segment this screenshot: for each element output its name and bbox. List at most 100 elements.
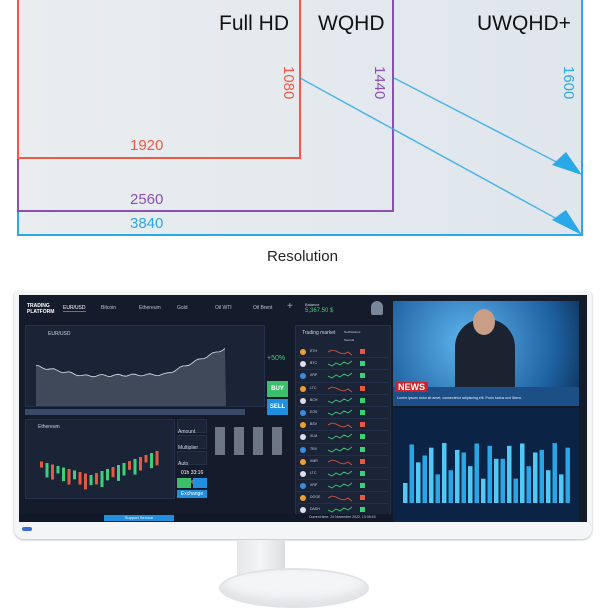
market-row[interactable]: XMR <box>298 456 388 468</box>
coin-icon <box>300 495 306 502</box>
coin-icon <box>300 507 306 514</box>
coin-icon <box>300 409 306 416</box>
share-button[interactable] <box>193 478 207 488</box>
market-row[interactable]: TRX <box>298 444 388 456</box>
analytics-bar <box>500 458 505 503</box>
analytics-bar <box>559 474 564 503</box>
percent-value: +50% <box>267 355 286 362</box>
auto-closing-field[interactable]: Auto Closing <box>177 451 207 485</box>
fullhd-box <box>17 0 301 159</box>
mini-bar <box>215 427 225 455</box>
market-row[interactable]: BCH <box>298 395 388 407</box>
sparkline <box>328 373 352 379</box>
tab-bitcoin[interactable]: Bitcoin <box>101 305 117 311</box>
coin-symbol: XRP <box>310 483 318 488</box>
label-full-hd: Full HD <box>219 12 290 35</box>
candle <box>51 464 54 480</box>
market-title: Trading market <box>302 330 336 336</box>
arrow-head-icon <box>552 152 582 175</box>
analytics-bar <box>533 452 538 503</box>
candle <box>155 451 159 466</box>
sounds-label: Sounds <box>344 338 355 342</box>
add-tab-icon[interactable]: + <box>287 301 293 312</box>
arrow-down-icon <box>360 446 365 452</box>
platform-title: TRADING PLATFORM <box>27 303 55 315</box>
candle <box>73 470 76 480</box>
market-row[interactable]: LTC <box>298 468 388 481</box>
market-row[interactable]: XRP <box>298 370 388 383</box>
confirm-button[interactable] <box>177 478 191 488</box>
trading-market-panel: Trading market Notifications Sounds ETH B… <box>295 325 391 517</box>
coin-symbol: DASH <box>310 507 320 512</box>
market-row[interactable]: ETH <box>298 346 388 359</box>
timeframe-bar[interactable] <box>25 409 245 415</box>
tab-oilwti[interactable]: Oil WTI <box>215 305 232 311</box>
analytics-bar <box>429 447 434 503</box>
multiplier-field[interactable]: Multiplier <box>177 435 207 451</box>
coin-symbol: TRX <box>310 446 317 451</box>
arrow-down-icon <box>360 470 365 476</box>
candle <box>95 473 98 485</box>
tab-eurusd[interactable]: EUR/USD <box>63 305 86 312</box>
coin-symbol: LTC <box>310 385 317 390</box>
monitor: TRADING PLATFORM EUR/USD Bitcoin Ethereum G… <box>14 291 592 539</box>
analytics-bar <box>513 478 518 503</box>
analytics-bar <box>487 445 492 503</box>
analytics-bar <box>474 443 479 503</box>
height-full-hd: 1080 <box>280 66 297 100</box>
support-service-button[interactable]: Support Service <box>104 515 174 521</box>
exchange-button[interactable]: Exchange <box>177 490 207 498</box>
sell-indicator-icon <box>360 458 365 464</box>
coin-symbol: DOGE <box>310 495 321 500</box>
tab-oilbrent[interactable]: Oil Brent <box>253 305 273 311</box>
coin-icon <box>300 458 306 465</box>
arrow-down-icon <box>360 361 365 367</box>
coin-symbol: ETH <box>310 349 317 353</box>
coin-icon <box>300 385 306 392</box>
coin-symbol: XRP <box>310 373 318 378</box>
market-row[interactable]: DOGE <box>298 492 388 505</box>
balance-label: Balance <box>305 302 320 307</box>
coin-icon <box>300 373 306 380</box>
tab-ethereum[interactable]: Ethereum <box>139 305 161 311</box>
sparkline <box>328 459 352 466</box>
analytics-bar <box>520 443 525 503</box>
monitor-screen: TRADING PLATFORM EUR/USD Bitcoin Ethereum G… <box>19 295 587 522</box>
candle <box>122 463 126 476</box>
buy-button[interactable]: BUY <box>267 381 288 397</box>
price-chart: EUR/USD <box>25 325 265 407</box>
news-video[interactable]: NEWS Lorem ipsum dolor sit amet, consect… <box>393 301 579 406</box>
candle <box>40 461 43 468</box>
amount-field[interactable]: Amount <box>177 419 207 435</box>
market-row[interactable]: BTC <box>298 358 388 371</box>
candle <box>106 469 109 481</box>
market-row[interactable]: LTC <box>298 383 388 395</box>
market-row[interactable]: XLM <box>298 431 388 444</box>
anchor-head <box>473 309 495 335</box>
width-full-hd: 1920 <box>130 137 164 154</box>
sparkline <box>328 495 352 502</box>
notifications-label: Notifications <box>344 330 361 334</box>
coin-icon <box>300 446 306 453</box>
avatar[interactable] <box>371 301 383 315</box>
analytics-bar <box>422 455 427 503</box>
tab-gold[interactable]: Gold <box>177 305 188 311</box>
analytics-bar <box>507 445 512 503</box>
width-uwqhd: 3840 <box>130 215 164 232</box>
sell-indicator-icon <box>360 495 365 501</box>
coin-icon <box>300 397 306 404</box>
sparkline <box>328 349 352 356</box>
candle <box>56 466 60 474</box>
arrow-down-icon <box>360 397 365 403</box>
market-row[interactable]: XRP <box>298 480 388 493</box>
market-row[interactable]: EOS <box>298 407 388 420</box>
candle <box>144 455 148 463</box>
market-row[interactable]: BSV <box>298 419 388 432</box>
mini-bar <box>253 427 263 455</box>
sparkline <box>328 470 352 477</box>
sell-button[interactable]: SELL <box>267 399 288 415</box>
analytics-bar <box>468 466 473 503</box>
label-uwqhd: UWQHD+ <box>477 12 571 35</box>
arrows <box>299 77 582 235</box>
secondary-pair-label: Ethereum <box>38 424 60 430</box>
